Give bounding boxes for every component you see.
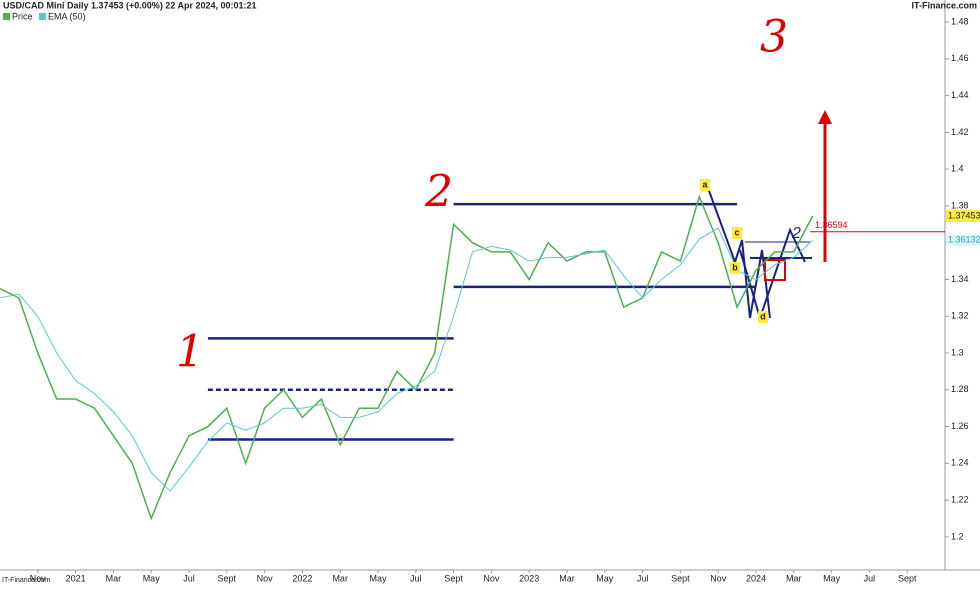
series-line (0, 227, 814, 492)
ema-label: 1.36132 (948, 235, 980, 245)
wave-label-box (732, 227, 742, 239)
wave-label: a (702, 179, 708, 189)
y-tick-label: 1.24 (951, 458, 969, 468)
footer: IT-Finance.com (2, 577, 50, 584)
alert-label: 1.36594 (815, 220, 848, 230)
x-tick-label: Sept (218, 573, 237, 583)
x-tick-label: Nov (710, 573, 727, 583)
series-line (0, 194, 814, 521)
y-tick-label: 1.22 (951, 495, 969, 505)
x-tick-label: May (143, 573, 161, 583)
x-tick-label: 2024 (746, 573, 766, 583)
y-tick-label: 1.44 (951, 90, 969, 100)
wave-label: c (734, 227, 739, 237)
x-tick-label: May (596, 573, 614, 583)
x-tick-label: May (823, 573, 841, 583)
x-tick-label: Sept (444, 573, 463, 583)
y-tick-label: 1.28 (951, 384, 969, 394)
legend-swatch (39, 13, 46, 20)
y-tick-label: 1.26 (951, 421, 969, 431)
y-tick-label: 1.48 (951, 16, 969, 26)
x-tick-label: Nov (483, 573, 500, 583)
x-tick-label: 2021 (66, 573, 86, 583)
x-tick-label: Nov (257, 573, 274, 583)
x-tick-label: Nov (30, 573, 47, 583)
x-tick-label: Jul (410, 573, 422, 583)
wave-label-box (758, 311, 768, 323)
legend-label: Price (12, 11, 33, 21)
x-tick-label: Mar (106, 573, 122, 583)
y-tick-label: 1.2 (951, 531, 964, 541)
wave-label-box (730, 262, 740, 274)
y-tick-label: 1.4 (951, 164, 964, 174)
x-tick-label: Mar (332, 573, 348, 583)
wave-label-box (700, 179, 710, 191)
y-tick-label: 1.3 (951, 347, 964, 357)
last-price-label: 1.37453 (948, 210, 980, 220)
legend-label: EMA (50) (48, 11, 86, 21)
wave-number: 3 (760, 12, 788, 63)
y-tick-label: 1.42 (951, 127, 969, 137)
x-tick-label: Sept (671, 573, 690, 583)
wave-number: 2 (791, 225, 801, 242)
x-tick-label: May (369, 573, 387, 583)
y-tick-label: 1.34 (951, 274, 969, 284)
y-tick-label: 1.38 (951, 200, 969, 210)
wave-label: d (760, 311, 766, 321)
source: IT-Finance.com (911, 0, 977, 10)
x-tick-label: Jul (637, 573, 649, 583)
x-tick-label: Mar (786, 573, 802, 583)
chart-title: USD/CAD Mini Daily 1.37453 (+0.00%) 22 A… (3, 0, 257, 10)
x-tick-label: Mar (559, 573, 575, 583)
x-tick-label: Jul (864, 573, 876, 583)
wave-label: b (732, 262, 738, 272)
ema-box (946, 234, 980, 247)
wave-number: 2 (424, 167, 453, 218)
x-tick-label: Jul (183, 573, 195, 583)
y-tick-label: 1.32 (951, 311, 969, 321)
legend-swatch (3, 13, 10, 20)
x-tick-label: 2023 (519, 573, 539, 583)
y-tick-label: 1.46 (951, 53, 969, 63)
x-tick-label: Sept (898, 573, 917, 583)
last-price-box (946, 209, 980, 222)
x-tick-label: 2022 (292, 573, 312, 583)
wave-number: 1 (176, 327, 204, 378)
